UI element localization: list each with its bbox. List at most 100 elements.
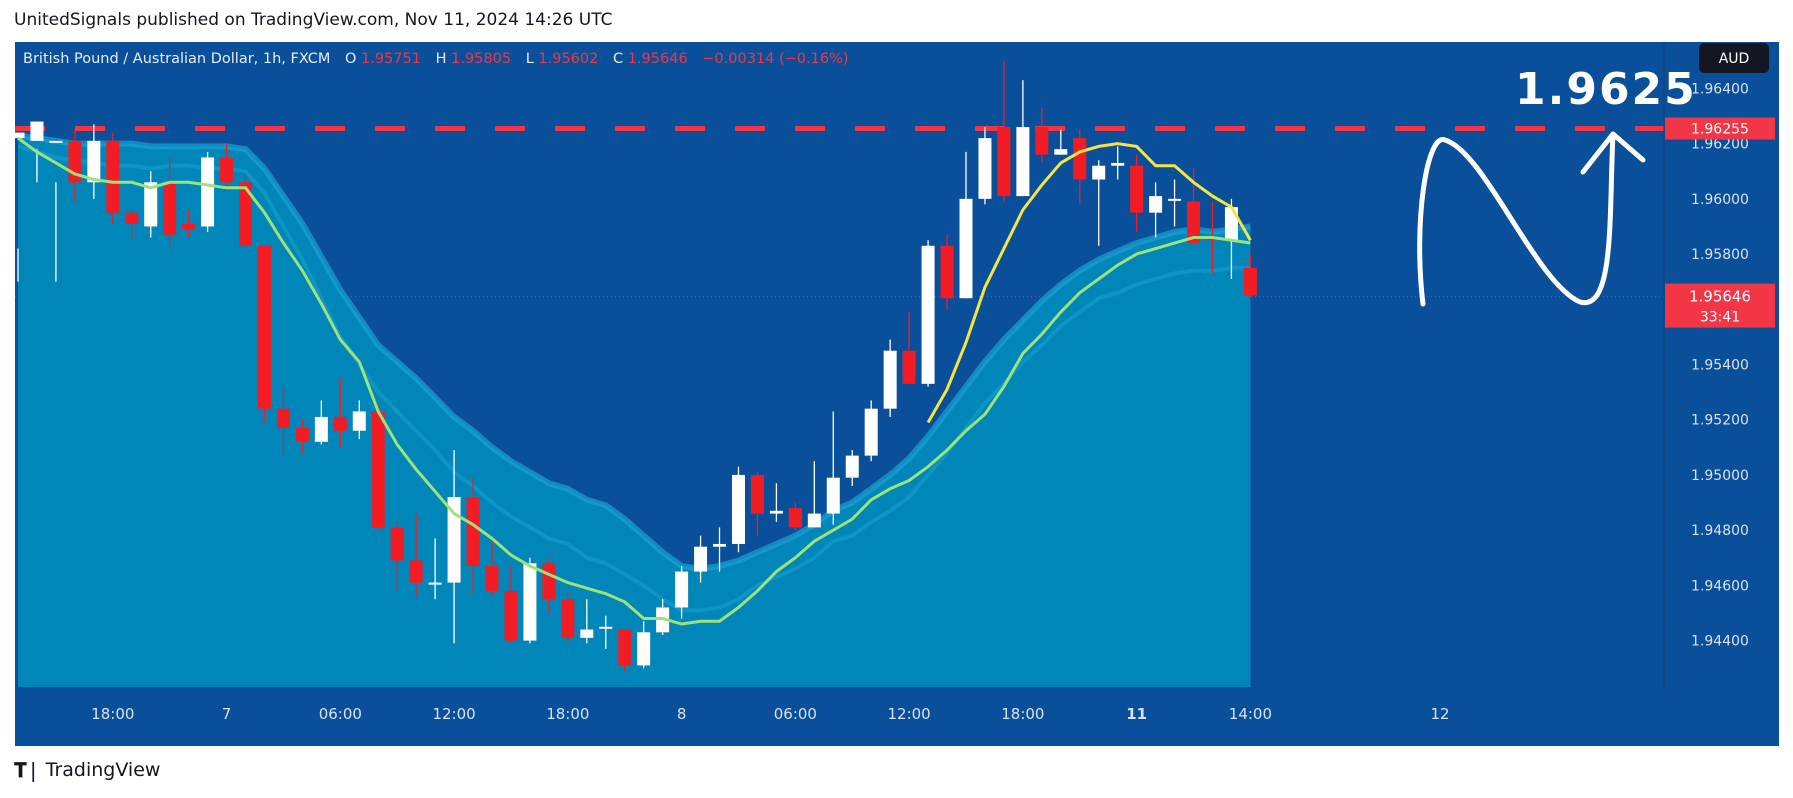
candle-body (390, 527, 404, 561)
high-label: H (436, 51, 447, 67)
candle (466, 477, 480, 594)
time-axis[interactable]: 18:00 7 06:00 12:00 18:00 8 06:00 12:00 18:00 11 1… (91, 705, 1449, 723)
candle (713, 527, 727, 572)
time-tick-label: 06:00 (774, 705, 817, 723)
candle-body (1168, 198, 1182, 201)
candle-body (239, 182, 253, 246)
candle (314, 400, 328, 445)
time-tick-label: 11 (1126, 705, 1147, 723)
candle-body (731, 474, 745, 544)
time-tick-label: 06:00 (319, 705, 362, 723)
candle (239, 174, 253, 249)
candle-body (845, 455, 859, 478)
candle-body (694, 546, 708, 572)
candle-body (769, 510, 783, 514)
candle-body (618, 629, 632, 666)
target-annotation: 1.9625 (1515, 64, 1697, 115)
candle-body (675, 571, 689, 608)
candle-body (1016, 127, 1030, 197)
change-value: −0.00314 (−0.16%) (702, 51, 848, 67)
ema-line (926, 142, 1252, 424)
hand-drawn-path (1417, 131, 1646, 307)
drawing-layer: 1.9625 (1417, 64, 1697, 307)
price-tick-label: 1.94800 (1691, 523, 1749, 539)
footer-brand[interactable]: 𝐓❘ TradingView (14, 758, 160, 782)
candle (257, 245, 271, 423)
price-tick-label: 1.95400 (1691, 358, 1749, 374)
last-price-label: 1.95646 (1689, 288, 1751, 306)
candle (182, 209, 196, 238)
candlestick-chart[interactable]: 1.9625 1.94400 1.94600 1.94800 1.95000 1.952… (11, 42, 1779, 746)
countdown-label: 33:41 (1700, 310, 1740, 326)
time-tick-label: 18:00 (1001, 705, 1044, 723)
candle-body (637, 632, 651, 666)
candle (504, 566, 518, 644)
candle-body (144, 182, 158, 227)
candle (1243, 254, 1257, 299)
time-tick-label: 12 (1430, 705, 1449, 723)
candle (49, 140, 63, 282)
indicator-lines (17, 136, 1252, 626)
candle-body (125, 212, 139, 224)
candle-body (864, 408, 878, 456)
candle (561, 590, 575, 644)
open-label: O (345, 51, 356, 67)
candle-body (940, 245, 954, 299)
candle (731, 466, 745, 553)
price-tick-label: 1.94400 (1691, 634, 1749, 650)
candle-body (30, 121, 44, 141)
candle-body (201, 157, 215, 227)
target-price-label: 1.96255 (1691, 121, 1749, 137)
svg-text:British Pound / Australian Dol: British Pound / Australian Dollar, 1h, F… (23, 51, 849, 67)
candle (580, 599, 594, 644)
price-tick-label: 1.95000 (1691, 468, 1749, 484)
candle-body (826, 477, 840, 514)
candle-body (959, 198, 973, 299)
candle (978, 127, 992, 205)
close-label: C (613, 51, 623, 67)
candle (883, 339, 897, 417)
candle (694, 535, 708, 583)
candle (428, 538, 442, 600)
candle-body (447, 497, 461, 583)
footer-brand-label: TradingView (45, 759, 161, 781)
price-tick-label: 1.96200 (1691, 137, 1749, 153)
price-axis[interactable]: 1.94400 1.94600 1.94800 1.95000 1.95200 1.954… (1665, 81, 1775, 650)
candle (144, 171, 158, 238)
candle (201, 151, 215, 232)
candle (845, 450, 859, 486)
band-fill (18, 135, 1251, 687)
price-tick-label: 1.94600 (1691, 578, 1749, 594)
symbol-legend: British Pound / Australian Dollar, 1h, F… (23, 51, 849, 67)
candle (675, 566, 689, 619)
low-label: L (526, 51, 534, 67)
candle-body (807, 513, 821, 528)
close-value: 1.95646 (628, 51, 688, 67)
candle-body (713, 543, 727, 547)
candle-body (485, 566, 499, 591)
currency-button[interactable]: AUD (1699, 43, 1769, 73)
band-upper-line (17, 132, 1251, 572)
chart-panel[interactable]: 1.9625 1.94400 1.94600 1.94800 1.95000 1.952… (11, 42, 1779, 746)
candle-body (997, 127, 1011, 197)
target-layer (15, 125, 1664, 298)
candle-body (1243, 267, 1257, 296)
target-price-badge (1665, 117, 1775, 140)
candle (769, 483, 783, 522)
candle (276, 386, 290, 456)
candle (807, 461, 821, 528)
candle-body (257, 245, 271, 409)
candle-body (883, 350, 897, 409)
candle (921, 240, 935, 387)
time-tick-label: 12:00 (432, 705, 475, 723)
candle-body (11, 132, 25, 139)
candle-body (1130, 165, 1144, 213)
candle-body (1092, 165, 1106, 180)
candle-body (1187, 201, 1201, 244)
candle (220, 143, 234, 188)
candle (959, 151, 973, 299)
last-price-badge (1665, 283, 1775, 328)
candle (788, 502, 802, 531)
candle-body (750, 474, 764, 514)
candle-body (902, 350, 916, 384)
